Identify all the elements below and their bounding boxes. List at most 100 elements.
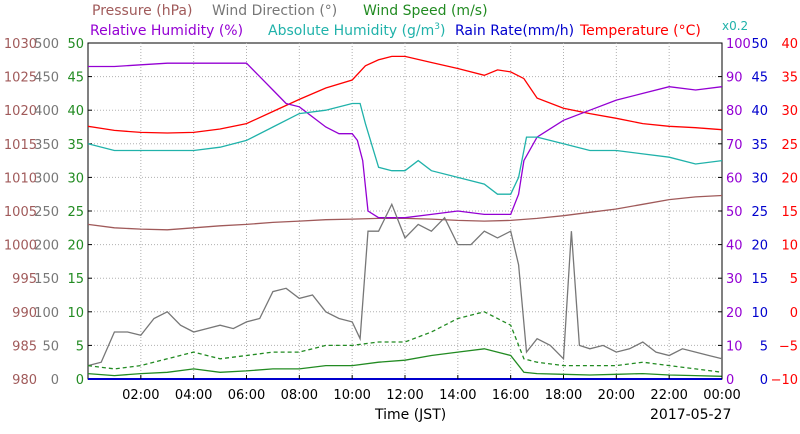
x-tick-label: 22:00 [650, 388, 687, 403]
date-label: 2017-05-27 [650, 407, 731, 423]
relative_humidity-tick-label: 80 [726, 104, 743, 119]
x-tick-label: 14:00 [439, 388, 476, 403]
wind_speed-tick-label: 25 [67, 205, 84, 220]
wind_direction-tick-label: 300 [34, 171, 59, 186]
wind_direction-tick-label: 200 [34, 239, 59, 254]
relative_humidity-tick-label: 90 [726, 71, 743, 86]
rain_rate-tick-label: 45 [751, 71, 768, 86]
wind_speed-tick-label: 45 [67, 71, 84, 86]
rain_rate-tick-label: 40 [751, 104, 768, 119]
pressure-tick-label: 1000 [4, 239, 37, 254]
relative_humidity-tick-label: 60 [726, 171, 743, 186]
series-wind-speed-m-s-mean [87, 348, 723, 377]
x-tick-label: 18:00 [545, 388, 582, 403]
wind_speed-tick-label: 35 [67, 138, 84, 153]
rain_rate-tick-label: 30 [751, 171, 768, 186]
rain_rate-tick-label: 5 [760, 339, 768, 354]
x-tick-label: 00:00 [703, 388, 740, 403]
pressure-tick-label: 1015 [4, 138, 37, 153]
header-relative-humidity: Relative Humidity (%) [90, 23, 243, 39]
wind_direction-tick-label: 450 [34, 71, 59, 86]
header-pressure: Pressure (hPa) [92, 3, 192, 19]
wind_speed-tick-label: 40 [67, 104, 84, 119]
wind_speed-tick-label: 50 [67, 37, 84, 52]
series-wind-direction [87, 202, 723, 367]
x-tick-label: 10:00 [333, 388, 370, 403]
x-tick-label: 08:00 [281, 388, 318, 403]
pressure-tick-label: 1030 [4, 37, 37, 52]
x-tick-label: 20:00 [598, 388, 635, 403]
relative_humidity-tick-label: 70 [726, 138, 743, 153]
wind-direction-axis: 0 50 100 150 200 250 300 350 400 450 500 [34, 37, 59, 388]
wind_direction-tick-label: 150 [34, 272, 59, 287]
rain_rate-tick-label: 0 [760, 373, 768, 388]
temperature-tick-label: 40 [781, 37, 798, 52]
header-absolute-humidity: Absolute Humidity (g/m3) [268, 22, 445, 39]
wind_direction-tick-label: 0 [51, 373, 59, 388]
temperature-tick-label: 15 [781, 205, 798, 220]
pressure-tick-label: 1010 [4, 171, 37, 186]
temperature-tick-label: −5 [779, 339, 798, 354]
relative-humidity-axis: 0 10 20 30 40 50 60 70 80 90 100 [726, 37, 751, 388]
wind-speed-axis: 0 5 10 15 20 25 30 35 40 45 50 [67, 37, 84, 388]
relative_humidity-tick-label: 20 [726, 306, 743, 321]
temperature-tick-label: 35 [781, 71, 798, 86]
pressure-tick-label: 1005 [4, 205, 37, 220]
x-tick-label: 16:00 [492, 388, 529, 403]
rain_rate-tick-label: 35 [751, 138, 768, 153]
wind_speed-tick-label: 0 [76, 373, 84, 388]
header: Pressure (hPa) Wind Direction (°) Wind S… [90, 3, 748, 39]
header-temperature: Temperature (°C) [579, 23, 701, 39]
series-wind-speed-m-s-max [87, 311, 723, 373]
temperature-tick-label: 25 [781, 138, 798, 153]
wind_speed-tick-label: 5 [76, 339, 84, 354]
relative_humidity-tick-label: 50 [726, 205, 743, 220]
rain-rate-axis: 0 5 10 15 20 25 30 35 40 45 50 [751, 37, 768, 388]
rain_rate-tick-label: 50 [751, 37, 768, 52]
rain_rate-tick-label: 10 [751, 306, 768, 321]
relative_humidity-tick-label: 10 [726, 339, 743, 354]
pressure-tick-label: 990 [12, 306, 37, 321]
header-wind-speed: Wind Speed (m/s) [363, 3, 488, 19]
x-tick-label: 02:00 [122, 388, 159, 403]
temperature-tick-label: 10 [781, 239, 798, 254]
rain_rate-tick-label: 15 [751, 272, 768, 287]
pressure-tick-label: 1020 [4, 104, 37, 119]
series-absolute-humidity-g-m3-x0-2 [87, 102, 723, 195]
pressure-tick-label: 980 [12, 373, 37, 388]
time-axis: 02:00 04:00 06:00 08:00 10:00 12:00 14:00 16:00… [122, 375, 741, 403]
relative_humidity-tick-label: 100 [726, 37, 751, 52]
wind_speed-tick-label: 20 [67, 239, 84, 254]
relative_humidity-tick-label: 0 [726, 373, 734, 388]
pressure-tick-label: 995 [12, 272, 37, 287]
temperature-axis: −10 −5 0 5 10 15 20 25 30 35 40 [771, 37, 798, 388]
header-absolute-humidity-scale: x0.2 [722, 19, 748, 33]
pressure-tick-label: 985 [12, 339, 37, 354]
relative_humidity-tick-label: 30 [726, 272, 743, 287]
header-rain-rate: Rain Rate(mm/h) [455, 23, 574, 39]
wind_direction-tick-label: 400 [34, 104, 59, 119]
wind_direction-tick-label: 250 [34, 205, 59, 220]
series-temperature-c [87, 55, 723, 134]
wind_direction-tick-label: 350 [34, 138, 59, 153]
temperature-tick-label: −10 [771, 373, 798, 388]
rain_rate-tick-label: 25 [751, 205, 768, 220]
wind_direction-tick-label: 100 [34, 306, 59, 321]
x-axis-label: Time (JST) [374, 407, 446, 423]
wind_direction-tick-label: 50 [42, 339, 59, 354]
series-pressure-hpa [87, 194, 723, 231]
x-tick-label: 06:00 [228, 388, 265, 403]
wind_speed-tick-label: 10 [67, 306, 84, 321]
x-tick-label: 12:00 [386, 388, 423, 403]
temperature-tick-label: 30 [781, 104, 798, 119]
temperature-tick-label: 5 [790, 272, 798, 287]
header-wind-direction: Wind Direction (°) [212, 3, 337, 19]
temperature-tick-label: 20 [781, 171, 798, 186]
relative_humidity-tick-label: 40 [726, 239, 743, 254]
rain_rate-tick-label: 20 [751, 239, 768, 254]
wind_speed-tick-label: 15 [67, 272, 84, 287]
temperature-tick-label: 0 [790, 306, 798, 321]
x-tick-label: 04:00 [175, 388, 212, 403]
pressure-tick-label: 1025 [4, 71, 37, 86]
